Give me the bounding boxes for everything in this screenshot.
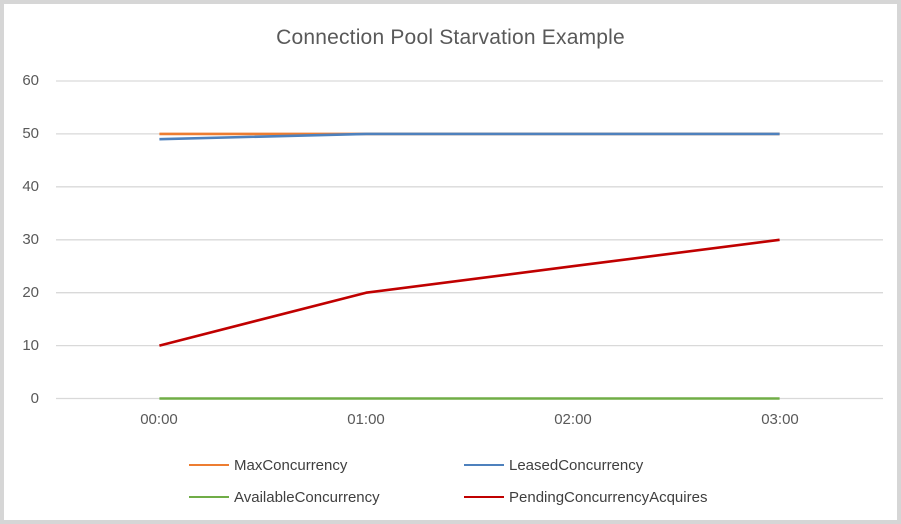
x-axis-tick-label: 03:00	[761, 411, 799, 428]
y-axis-tick-label: 0	[30, 390, 39, 407]
legend-item-availableconcurrency: AvailableConcurrency	[189, 488, 380, 506]
chart-title: Connection Pool Starvation Example	[276, 26, 625, 49]
y-axis-tick-label: 20	[22, 284, 39, 301]
legend-swatch-availableconcurrency	[189, 495, 229, 499]
legend-label: LeasedConcurrency	[509, 456, 644, 474]
legend-swatch-leasedconcurrency	[464, 463, 504, 467]
legend-swatch-pendingconcurrencyacquires	[464, 495, 504, 499]
legend-item-leasedconcurrency: LeasedConcurrency	[464, 456, 643, 474]
x-axis-tick-label: 02:00	[554, 411, 592, 428]
y-axis-tick-label: 10	[22, 337, 39, 354]
y-axis-tick-label: 60	[22, 72, 39, 89]
legend-label: PendingConcurrencyAcquires	[509, 488, 708, 506]
legend-label: MaxConcurrency	[234, 456, 348, 474]
x-axis-tick-label: 01:00	[347, 411, 385, 428]
legend-swatch-maxconcurrency	[189, 463, 229, 467]
y-axis-tick-label: 50	[22, 125, 39, 142]
legend-item-maxconcurrency: MaxConcurrency	[189, 456, 347, 474]
y-axis-tick-label: 30	[22, 231, 39, 248]
legend-item-pendingconcurrencyacquires: PendingConcurrencyAcquires	[464, 488, 707, 506]
y-axis-tick-label: 40	[22, 178, 39, 195]
plot-area	[56, 80, 883, 400]
legend-label: AvailableConcurrency	[234, 488, 380, 506]
x-axis-tick-label: 00:00	[140, 411, 178, 428]
